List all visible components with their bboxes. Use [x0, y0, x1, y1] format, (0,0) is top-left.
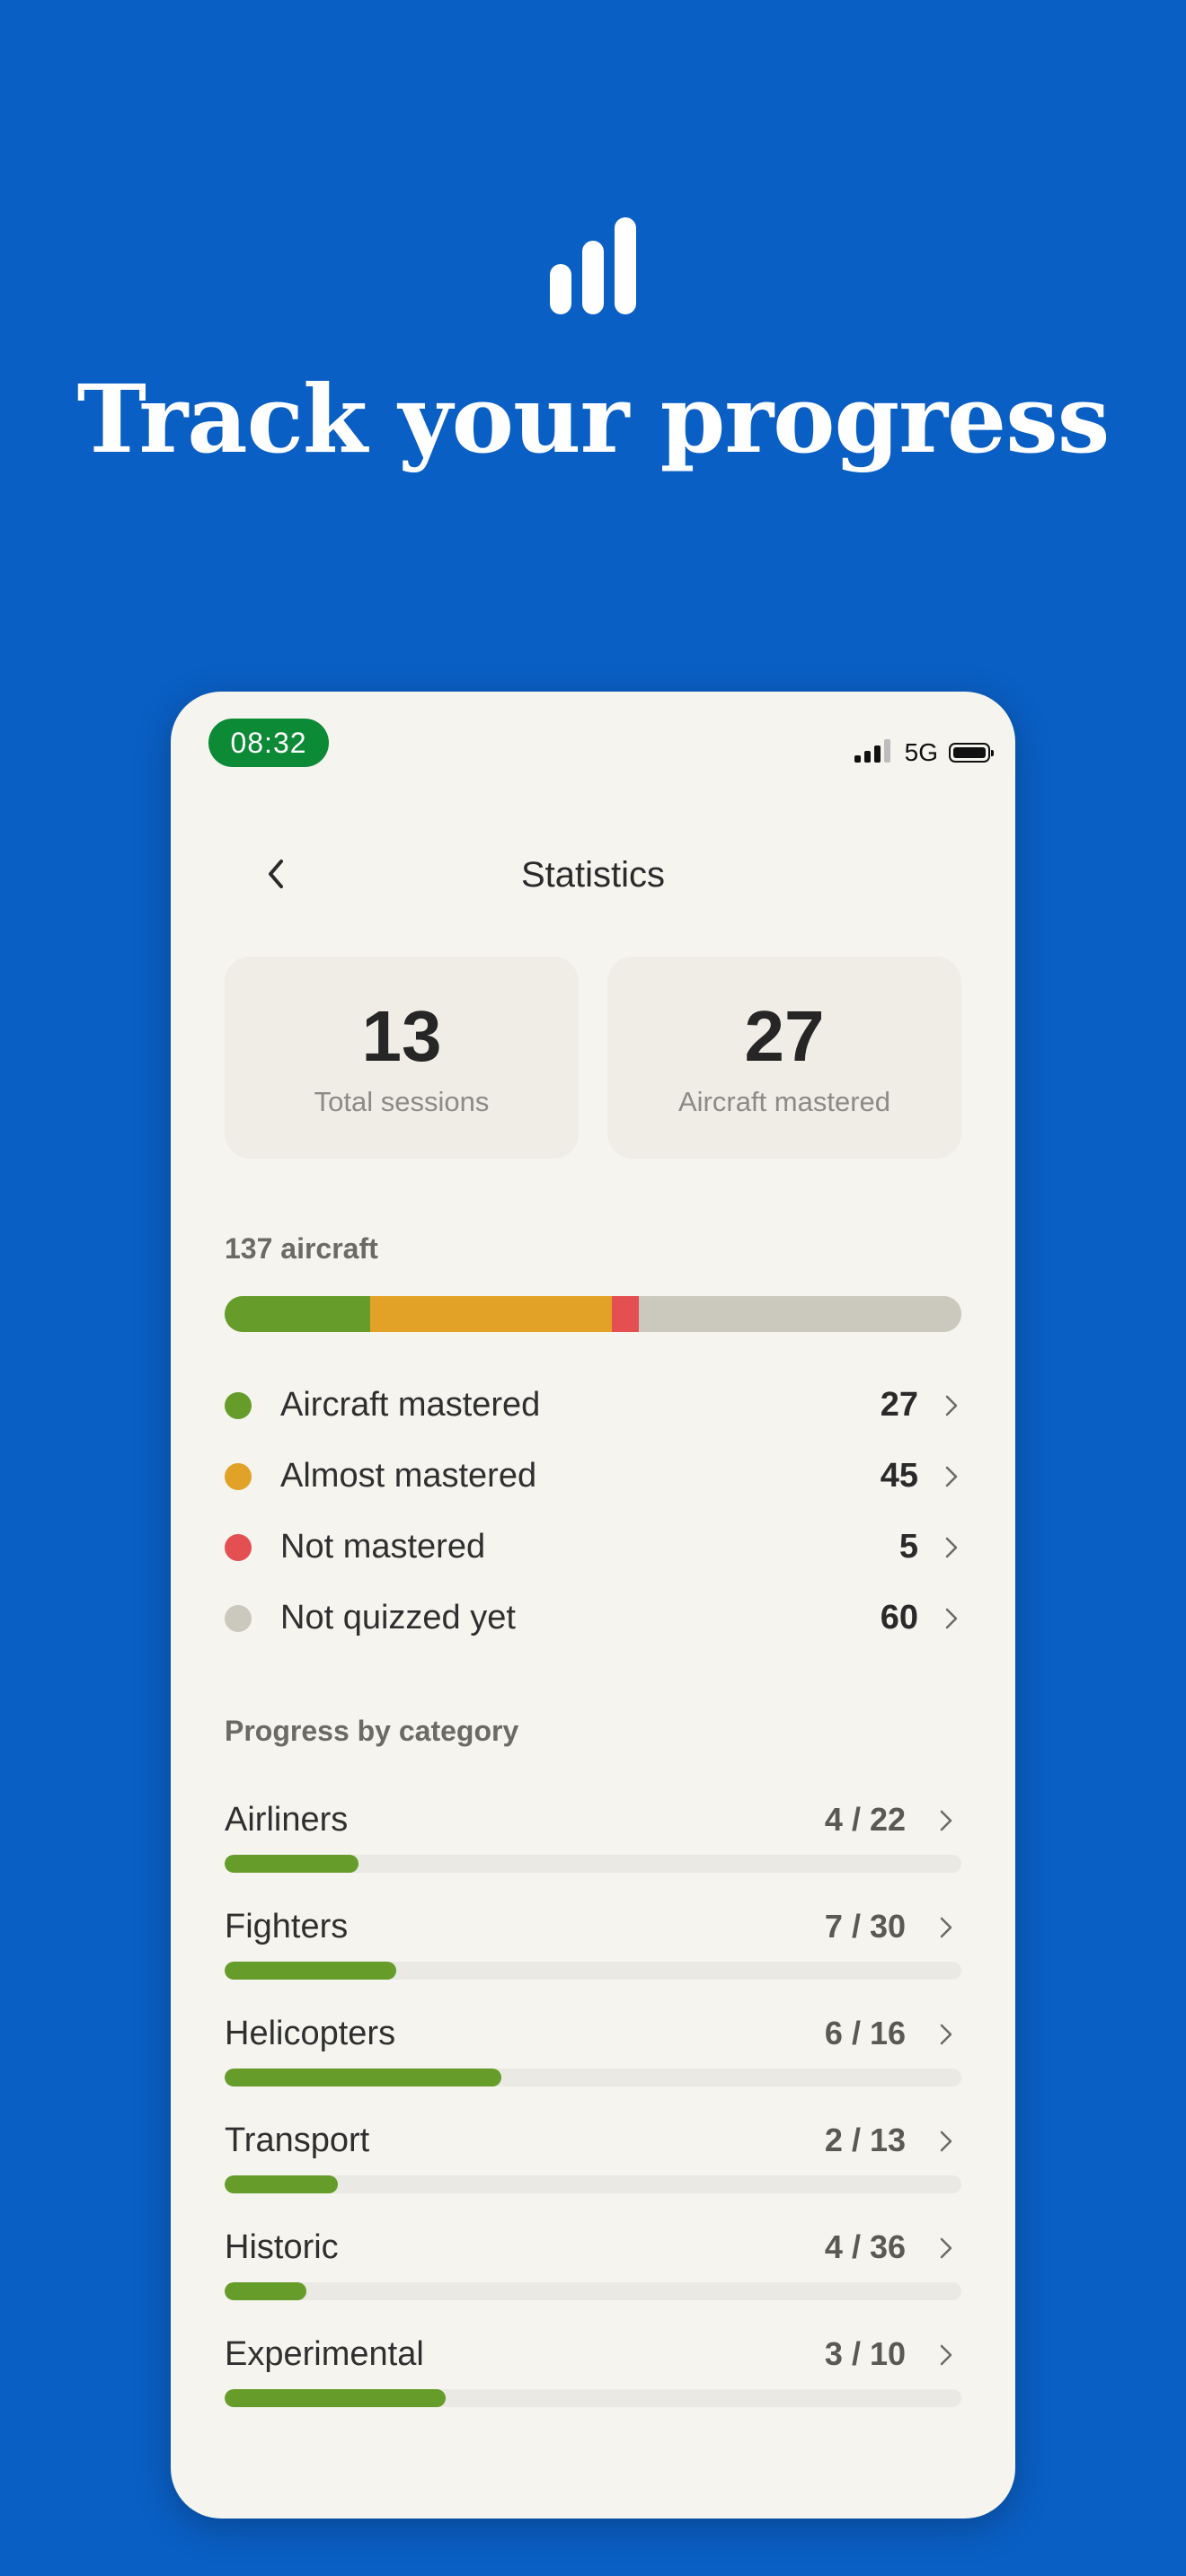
- page-title: Statistics: [520, 855, 666, 895]
- category-name: Airliners: [225, 1801, 349, 1839]
- overview-segment-1: [369, 1296, 612, 1332]
- back-button[interactable]: [253, 851, 298, 900]
- legend-label: Almost mastered: [280, 1457, 537, 1495]
- chevron-right-icon: [940, 2130, 952, 2157]
- chevron-right-icon: [940, 2024, 952, 2050]
- category-name: Fighters: [225, 1908, 349, 1945]
- category-count: 3 / 10: [824, 2335, 906, 2372]
- category-row-fighters[interactable]: Fighters 7 / 30: [225, 1908, 961, 2015]
- chevron-left-icon: [267, 859, 285, 894]
- overview-legend: Aircraft mastered 27 Almost mastered 45 …: [225, 1370, 961, 1654]
- legend-count: 5: [898, 1528, 918, 1566]
- signal-icon: [854, 738, 894, 767]
- category-progress-fill: [225, 2282, 307, 2300]
- categories-title: Progress by category: [225, 1715, 519, 1747]
- overview-stacked-bar: [225, 1296, 961, 1332]
- category-name: Historic: [225, 2228, 339, 2266]
- network-label: 5G: [904, 738, 938, 766]
- category-progress-track: [225, 1962, 961, 1980]
- chevron-right-icon: [945, 1393, 961, 1418]
- stat-value: 27: [744, 996, 825, 1076]
- category-name: Transport: [225, 2122, 370, 2159]
- category-row-airliners[interactable]: Airliners 4 / 22: [225, 1801, 961, 1908]
- category-progress-fill: [225, 2069, 501, 2086]
- legend-dot: [225, 1533, 252, 1561]
- stat-label: Total sessions: [314, 1086, 490, 1117]
- category-progress-fill: [225, 1962, 397, 1980]
- category-progress-fill: [225, 2389, 446, 2407]
- status-time: 08:32: [208, 719, 329, 767]
- legend-label: Not quizzed yet: [280, 1599, 516, 1636]
- category-progress-track: [225, 1855, 961, 1873]
- category-count: 2 / 13: [824, 2122, 906, 2158]
- stat-card-mastered: 27 Aircraft mastered: [607, 957, 961, 1159]
- legend-label: Aircraft mastered: [280, 1386, 541, 1424]
- legend-dot: [225, 1462, 252, 1490]
- legend-row-not-quizzed[interactable]: Not quizzed yet 60: [225, 1583, 961, 1654]
- hero-title: Track your progress: [76, 364, 1111, 474]
- stat-card-sessions: 13 Total sessions: [225, 957, 579, 1159]
- legend-dot: [225, 1604, 252, 1632]
- battery-icon: [949, 743, 994, 763]
- category-row-helicopters[interactable]: Helicopters 6 / 16: [225, 2015, 961, 2122]
- category-row-experimental[interactable]: Experimental 3 / 10: [225, 2335, 961, 2442]
- overview-segment-0: [225, 1296, 370, 1332]
- category-progress-track: [225, 2069, 961, 2086]
- legend-row-mastered[interactable]: Aircraft mastered 27: [225, 1370, 961, 1441]
- category-count: 6 / 16: [824, 2015, 906, 2051]
- legend-count: 27: [880, 1386, 918, 1424]
- chevron-right-icon: [945, 1606, 961, 1631]
- category-count: 4 / 22: [824, 1801, 906, 1838]
- nav-bar: Statistics: [171, 844, 1015, 907]
- category-progress-fill: [225, 1855, 359, 1873]
- category-row-historic[interactable]: Historic 4 / 36: [225, 2228, 961, 2335]
- category-progress-fill: [225, 2175, 339, 2193]
- category-progress-track: [225, 2175, 961, 2193]
- category-progress-track: [225, 2282, 961, 2300]
- legend-count: 45: [880, 1457, 918, 1495]
- legend-row-almost[interactable]: Almost mastered 45: [225, 1441, 961, 1512]
- category-progress-track: [225, 2389, 961, 2407]
- category-list: Airliners 4 / 22 Fighters 7 / 30 Helicop…: [225, 1801, 961, 2442]
- category-name: Helicopters: [225, 2015, 396, 2052]
- chevron-right-icon: [945, 1464, 961, 1489]
- overview-title: 137 aircraft: [225, 1232, 378, 1265]
- chevron-right-icon: [940, 1810, 952, 1836]
- category-count: 7 / 30: [824, 1908, 906, 1945]
- phone-screen: 08:32 5G Statistics 13 Total sessions: [171, 692, 1015, 2519]
- overview-segment-2: [611, 1296, 639, 1332]
- chevron-right-icon: [940, 1917, 952, 1943]
- legend-count: 60: [880, 1599, 918, 1636]
- overview-segment-3: [638, 1296, 961, 1332]
- legend-row-not-mastered[interactable]: Not mastered 5: [225, 1512, 961, 1583]
- stat-label: Aircraft mastered: [677, 1086, 890, 1117]
- chevron-right-icon: [940, 2344, 952, 2370]
- chevron-right-icon: [940, 2237, 952, 2263]
- legend-label: Not mastered: [280, 1528, 486, 1566]
- category-row-transport[interactable]: Transport 2 / 13: [225, 2122, 961, 2228]
- category-count: 4 / 36: [824, 2228, 906, 2265]
- chevron-right-icon: [945, 1535, 961, 1560]
- bar-chart-icon: [546, 216, 640, 316]
- legend-dot: [225, 1391, 252, 1419]
- stat-value: 13: [361, 996, 442, 1076]
- status-icons: 5G: [854, 738, 994, 767]
- category-name: Experimental: [225, 2335, 424, 2373]
